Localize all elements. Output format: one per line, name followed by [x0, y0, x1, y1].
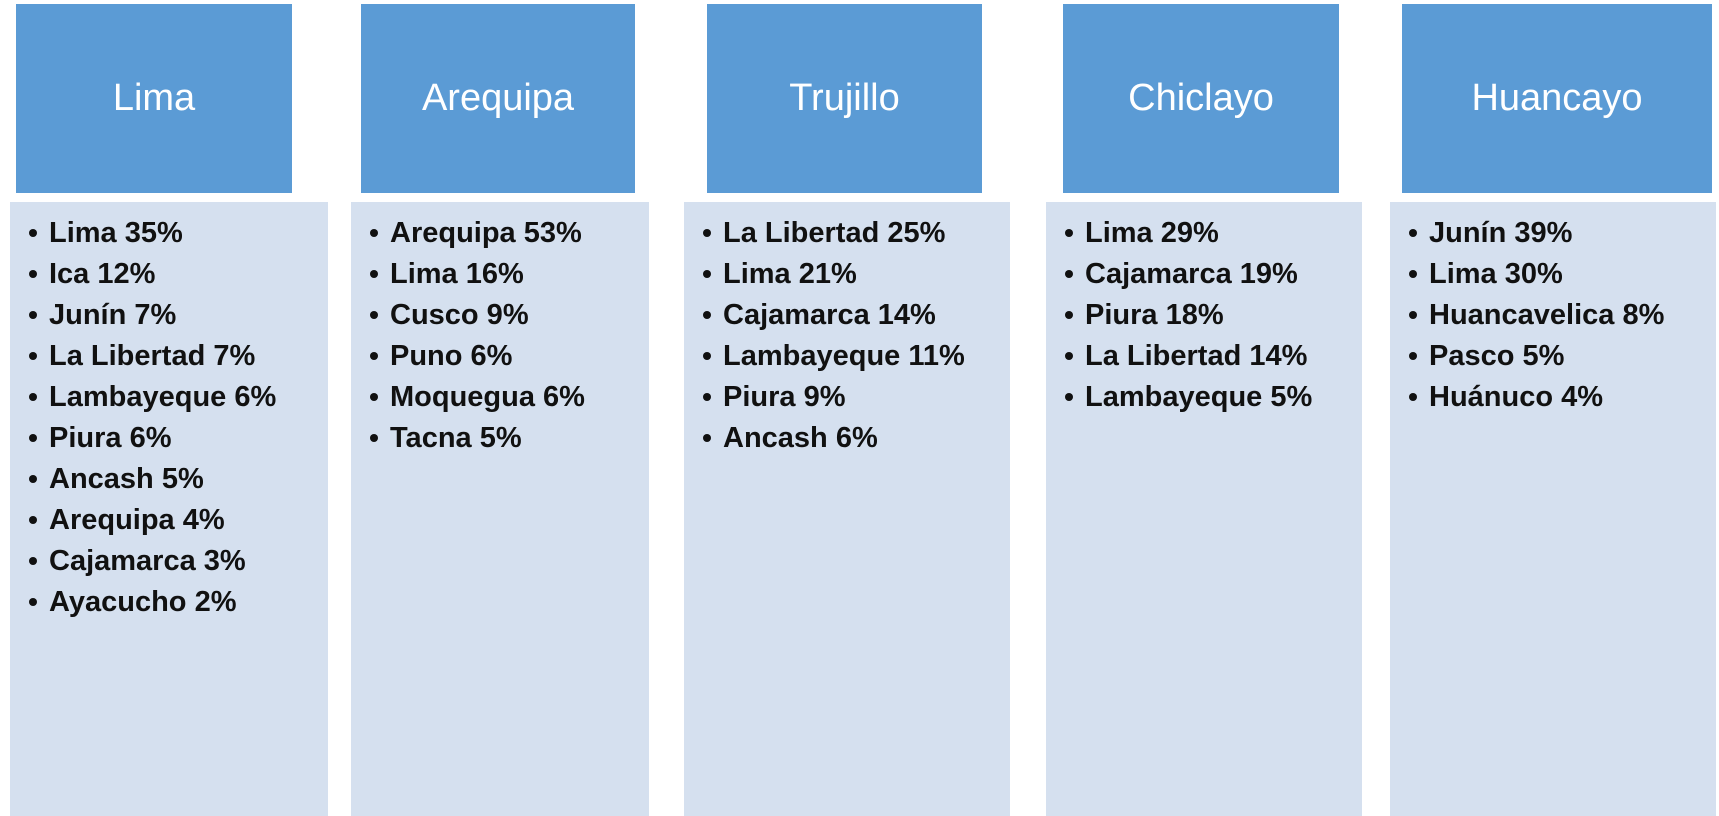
bullet — [370, 229, 378, 237]
bullet — [703, 352, 711, 360]
bullet — [703, 434, 711, 442]
list-item: Ancash 5% — [49, 463, 204, 495]
list-item: Arequipa 4% — [49, 504, 225, 536]
bullet — [1409, 311, 1417, 319]
list-item: Cajamarca 3% — [49, 545, 246, 577]
list-item: Junín 7% — [49, 299, 177, 331]
column-header: Huancayo — [1402, 4, 1712, 193]
list-item: Lima 30% — [1429, 258, 1563, 290]
list-item: Pasco 5% — [1429, 340, 1565, 372]
bullet — [703, 270, 711, 278]
column-header: Chiclayo — [1063, 4, 1339, 193]
list-item: Lima 16% — [390, 258, 524, 290]
list-item: Ancash 6% — [723, 422, 878, 454]
bullet — [29, 229, 37, 237]
list-item: Junín 39% — [1429, 217, 1573, 249]
list-item: Lambayeque 6% — [49, 381, 277, 413]
bullet — [1409, 229, 1417, 237]
list-item: La Libertad 25% — [723, 217, 946, 249]
bullet — [1065, 229, 1073, 237]
list-item: Lambayeque 5% — [1085, 381, 1313, 413]
list-item: La Libertad 14% — [1085, 340, 1308, 372]
list-item: Lambayeque 11% — [723, 340, 965, 372]
bullet — [1409, 352, 1417, 360]
column-header: Lima — [16, 4, 292, 193]
column-body: Lima 35% Ica 12% Junín 7% La Libertad 7% Lam… — [10, 202, 328, 816]
list-item: Ica 12% — [49, 258, 156, 290]
list-item: Lima 35% — [49, 217, 183, 249]
list-item: Cajamarca 19% — [1085, 258, 1298, 290]
bullet — [29, 434, 37, 442]
bullet — [29, 598, 37, 606]
bullet — [1409, 270, 1417, 278]
bullet — [703, 229, 711, 237]
bullet — [370, 352, 378, 360]
bullet — [29, 557, 37, 565]
list-item: La Libertad 7% — [49, 340, 256, 372]
column-header: Trujillo — [707, 4, 982, 193]
column-body: Arequipa 53% Lima 16% Cusco 9% Puno 6% Moque… — [351, 202, 649, 816]
list-item: Moquegua 6% — [390, 381, 585, 413]
bullet — [1409, 393, 1417, 401]
bullet — [370, 434, 378, 442]
bullet — [703, 393, 711, 401]
list-item: Cajamarca 14% — [723, 299, 936, 331]
list-item: Arequipa 53% — [390, 217, 582, 249]
column-body: La Libertad 25% Lima 21% Cajamarca 14% Lamb… — [684, 202, 1010, 816]
list-item: Ayacucho 2% — [49, 586, 237, 618]
list-item: Lima 29% — [1085, 217, 1219, 249]
bullet — [1065, 352, 1073, 360]
column-header: Arequipa — [361, 4, 635, 193]
bullet — [29, 311, 37, 319]
list-item: Cusco 9% — [390, 299, 529, 331]
list-item: Piura 9% — [723, 381, 846, 413]
list-item: Piura 18% — [1085, 299, 1224, 331]
column-body: Lima 29% Cajamarca 19% Piura 18% La Liberta… — [1046, 202, 1362, 816]
list-item: Huánuco 4% — [1429, 381, 1604, 413]
bullet — [29, 270, 37, 278]
bullet — [29, 475, 37, 483]
list-item: Huancavelica 8% — [1429, 299, 1665, 331]
bullet — [370, 270, 378, 278]
list-item: Puno 6% — [390, 340, 513, 372]
bullet — [1065, 270, 1073, 278]
bullet — [1065, 393, 1073, 401]
bullet — [703, 311, 711, 319]
column-body: Junín 39% Lima 30% Huancavelica 8% Pasco 5%… — [1390, 202, 1716, 816]
bullet — [29, 352, 37, 360]
bullet — [29, 393, 37, 401]
bullet — [29, 516, 37, 524]
list-item: Piura 6% — [49, 422, 172, 454]
bullet — [370, 393, 378, 401]
bullet — [1065, 311, 1073, 319]
bullet — [370, 311, 378, 319]
list-item: Lima 21% — [723, 258, 857, 290]
list-item: Tacna 5% — [390, 422, 522, 454]
